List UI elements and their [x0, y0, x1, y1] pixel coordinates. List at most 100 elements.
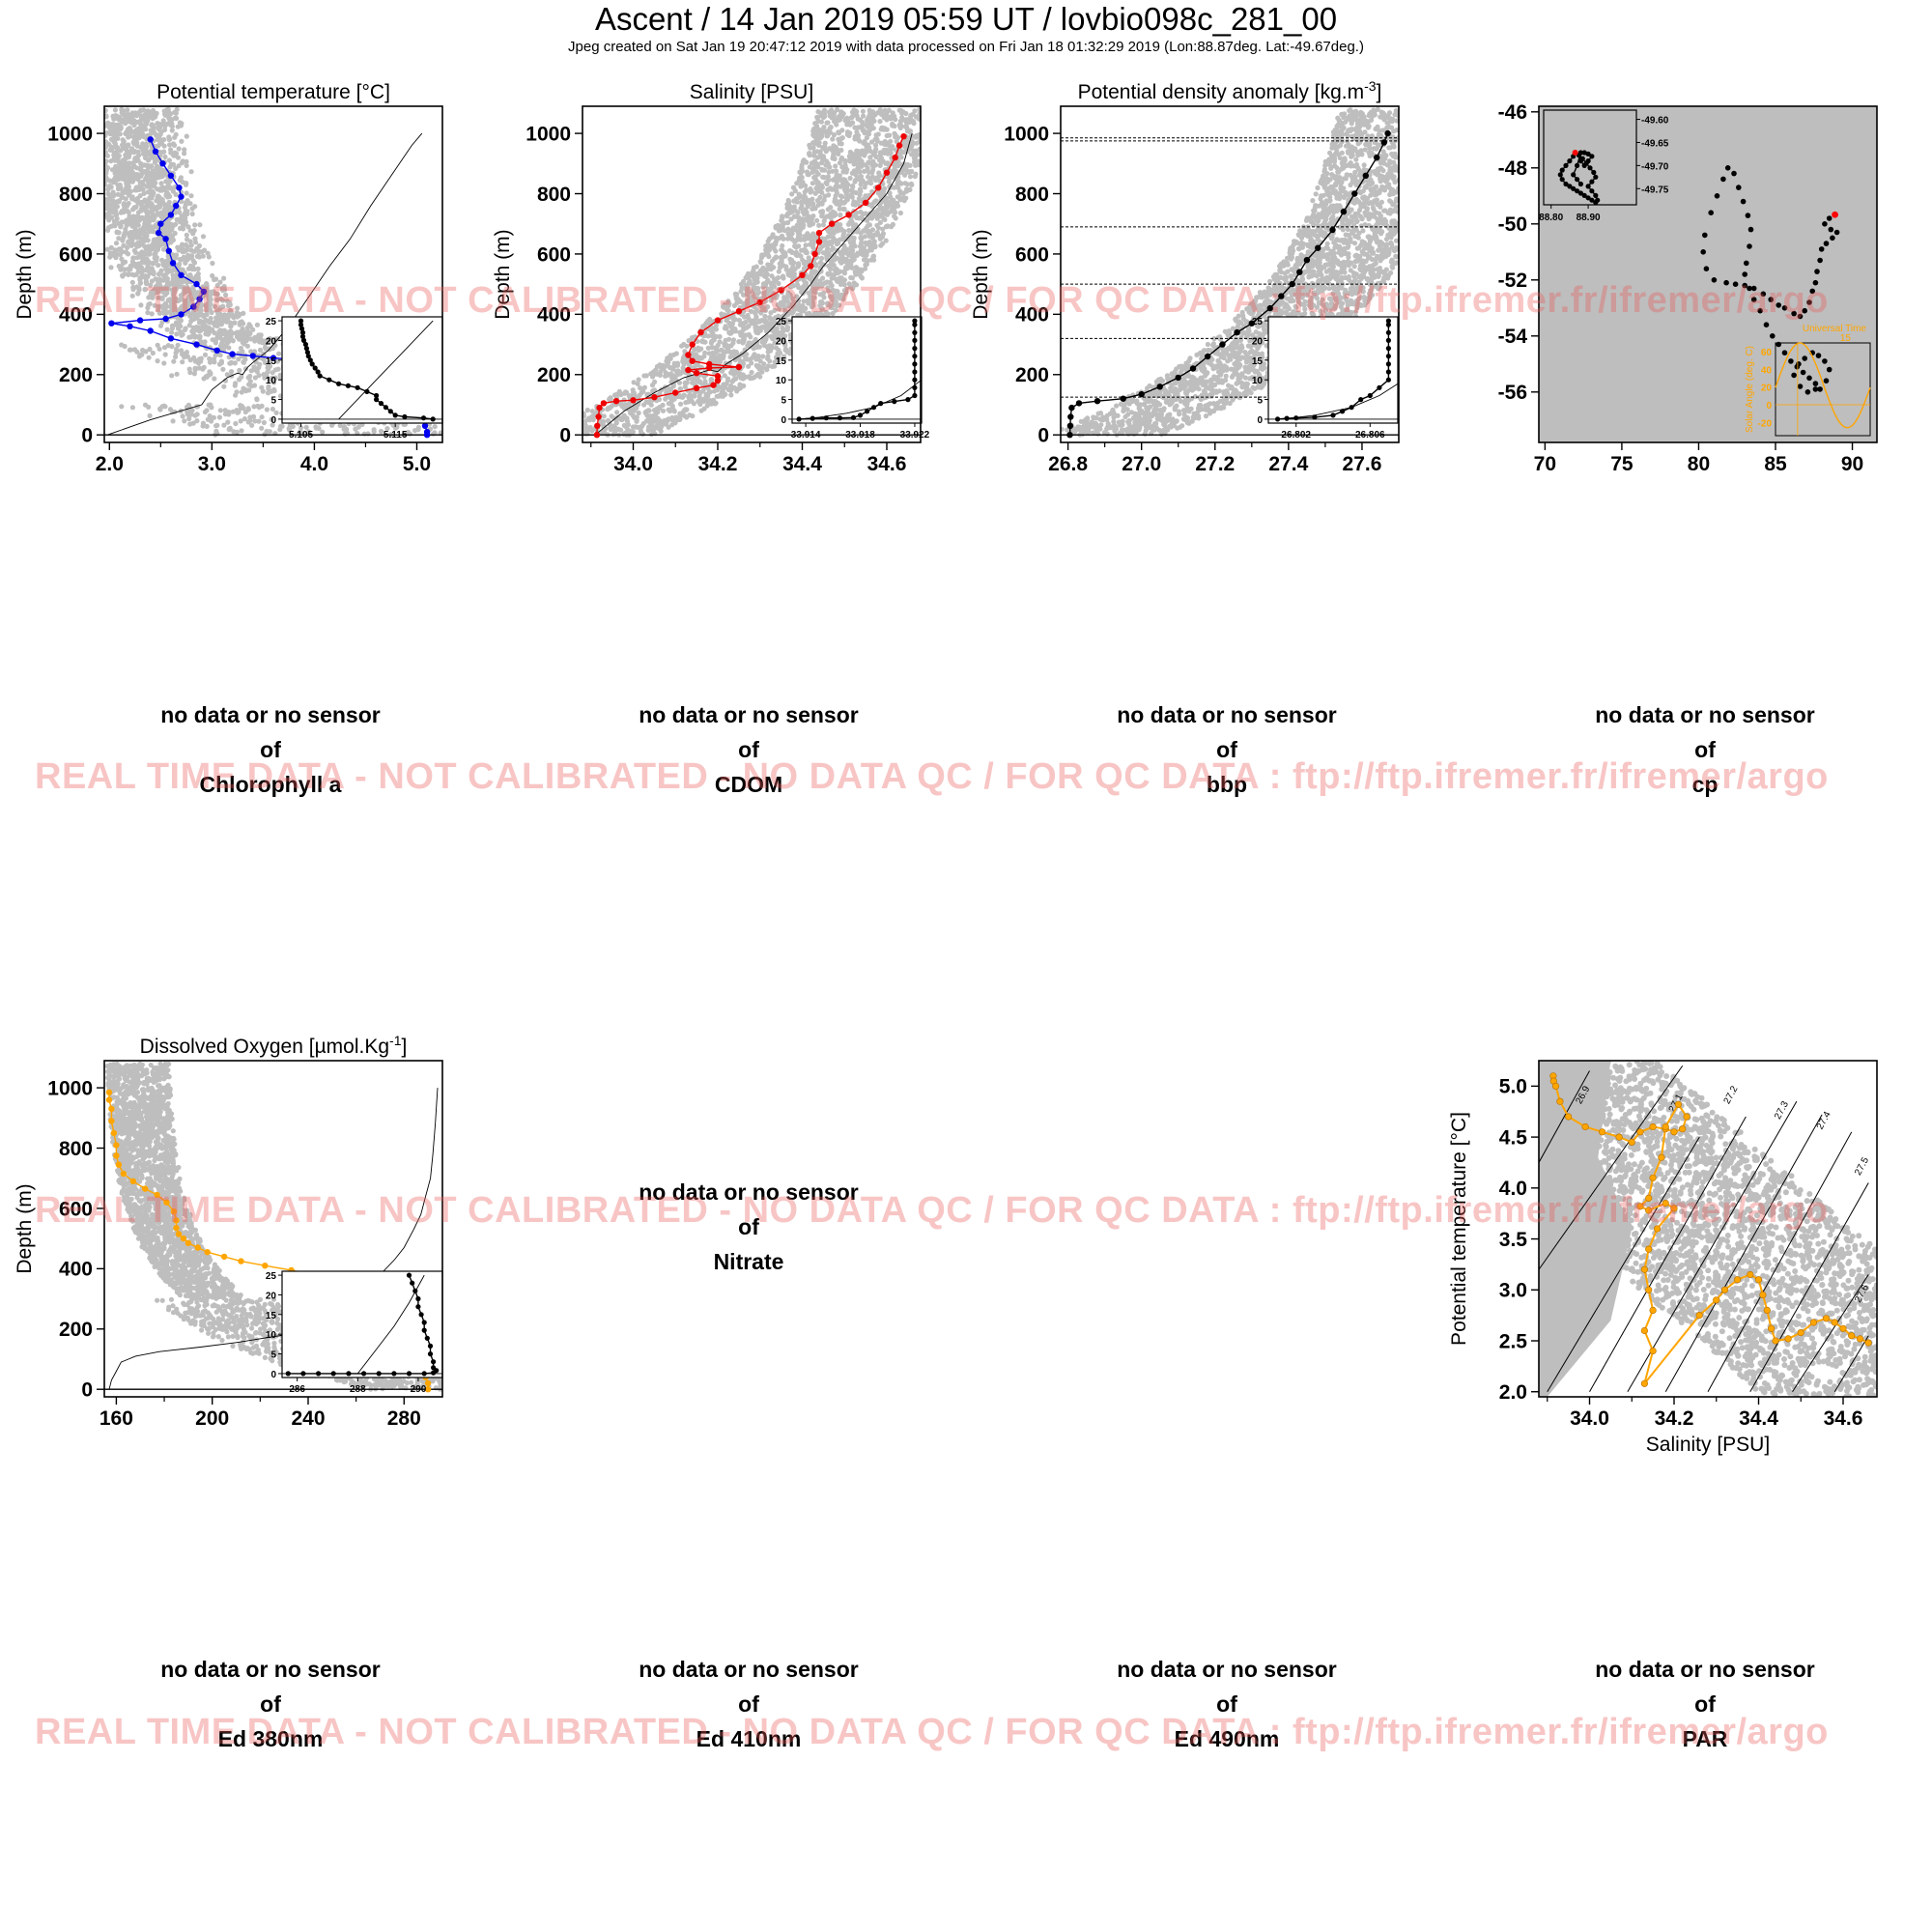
- background-profile-point: [206, 402, 212, 408]
- background-profile-point: [173, 252, 180, 258]
- data-point: [249, 353, 256, 359]
- background-profile-point: [849, 194, 855, 200]
- background-profile-point: [120, 260, 127, 266]
- background-profile-point: [762, 313, 768, 319]
- background-profile-point: [794, 237, 800, 243]
- background-profile-point: [231, 315, 237, 321]
- background-profile-point: [141, 190, 147, 196]
- background-profile-point: [202, 352, 209, 357]
- background-profile-point: [126, 200, 131, 207]
- background-profile-point: [143, 209, 149, 214]
- background-profile-point: [814, 114, 820, 120]
- background-profile-point: [785, 303, 792, 309]
- inset-y-tick-label: 5: [270, 396, 276, 407]
- data-point: [327, 377, 332, 383]
- background-profile-point: [277, 427, 283, 433]
- data-point: [378, 401, 384, 407]
- background-profile-point: [185, 211, 190, 217]
- background-profile-point: [166, 269, 172, 274]
- background-profile-point: [741, 353, 748, 358]
- background-profile-point: [660, 402, 666, 408]
- background-profile-point: [867, 211, 873, 216]
- background-profile-point: [669, 375, 675, 381]
- background-profile-point: [748, 376, 753, 382]
- background-profile-point: [220, 303, 226, 309]
- background-profile-point: [605, 407, 611, 412]
- background-profile-point: [298, 429, 303, 435]
- background-profile-point: [841, 242, 847, 248]
- background-profile-point: [222, 287, 228, 293]
- background-profile-point: [173, 354, 179, 359]
- background-profile-point: [723, 304, 728, 310]
- background-profile-point: [883, 238, 889, 243]
- background-profile-point: [154, 132, 159, 138]
- background-profile-point: [212, 376, 217, 382]
- background-profile-point: [582, 431, 588, 437]
- background-profile-point: [772, 307, 778, 313]
- background-profile-point: [663, 370, 668, 376]
- background-profile-point: [267, 363, 272, 369]
- background-profile-point: [906, 119, 912, 126]
- background-profile-point: [142, 125, 148, 130]
- background-profile-point: [869, 139, 875, 145]
- background-profile-point: [846, 227, 852, 234]
- background-profile-point: [765, 277, 771, 283]
- background-profile-point: [167, 164, 173, 170]
- background-profile-point: [265, 369, 270, 375]
- background-profile-point: [156, 346, 162, 352]
- background-profile-point: [122, 158, 128, 164]
- background-profile-point: [806, 213, 811, 219]
- background-profile-point: [161, 345, 168, 351]
- background-profile-point: [907, 128, 914, 134]
- background-profile-point: [148, 173, 154, 180]
- background-profile-point: [821, 295, 827, 300]
- background-profile-point: [676, 380, 683, 385]
- background-profile-point: [147, 109, 153, 115]
- background-profile-point: [122, 267, 128, 272]
- background-profile-point: [840, 250, 846, 256]
- background-profile-point: [129, 293, 135, 298]
- background-profile-point: [257, 347, 264, 353]
- background-profile-point: [776, 269, 781, 274]
- background-profile-point: [105, 227, 111, 233]
- background-profile-point: [794, 282, 801, 288]
- background-profile-point: [134, 187, 140, 193]
- background-profile-point: [149, 278, 155, 284]
- background-profile-point: [220, 366, 226, 372]
- background-profile-point: [125, 167, 131, 174]
- background-profile-point: [171, 142, 178, 148]
- background-profile-point: [155, 358, 160, 364]
- background-profile-point: [763, 322, 769, 327]
- inset-x-tick-label: 5.105: [289, 430, 313, 440]
- background-profile-point: [188, 254, 195, 260]
- background-profile-point: [867, 214, 872, 220]
- background-profile-point: [873, 142, 879, 149]
- background-profile-point: [838, 113, 843, 119]
- background-profile-point: [810, 295, 816, 300]
- background-profile-point: [147, 346, 153, 353]
- background-profile-point: [217, 408, 223, 413]
- background-profile-point: [852, 125, 858, 130]
- background-profile-point: [162, 292, 168, 298]
- background-profile-point: [774, 326, 780, 331]
- background-profile-point: [850, 183, 856, 189]
- background-profile-point: [696, 347, 702, 354]
- background-profile-point: [630, 424, 637, 430]
- background-profile-point: [170, 418, 176, 424]
- background-profile-point: [183, 260, 188, 266]
- background-profile-point: [117, 131, 123, 137]
- background-profile-point: [168, 224, 174, 230]
- background-profile-point: [743, 374, 749, 380]
- background-profile-point: [855, 136, 862, 142]
- background-profile-point: [155, 342, 160, 348]
- background-profile-point: [801, 308, 807, 314]
- background-profile-point: [582, 422, 588, 428]
- inset-y-tick-label: 25: [266, 317, 277, 327]
- background-profile-point: [810, 244, 816, 250]
- background-profile-point: [128, 267, 133, 272]
- background-profile-point: [669, 414, 675, 421]
- background-profile-point: [131, 205, 137, 211]
- background-profile-point: [804, 187, 810, 193]
- background-profile-point: [685, 399, 691, 405]
